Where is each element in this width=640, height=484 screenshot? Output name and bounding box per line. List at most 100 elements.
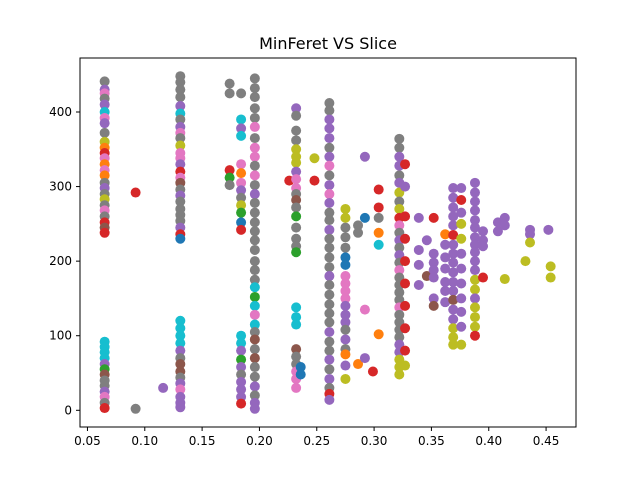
data-point bbox=[250, 217, 260, 227]
data-point bbox=[250, 282, 260, 292]
data-point bbox=[470, 302, 480, 312]
data-point bbox=[400, 234, 410, 244]
data-point bbox=[250, 189, 260, 199]
data-point bbox=[470, 284, 480, 294]
data-point bbox=[324, 152, 334, 162]
data-point bbox=[368, 367, 378, 377]
x-tick-label: 0.35 bbox=[418, 434, 445, 448]
data-point bbox=[175, 234, 185, 244]
data-point bbox=[291, 302, 301, 312]
data-point bbox=[250, 152, 260, 162]
data-point bbox=[250, 292, 260, 302]
data-point bbox=[324, 395, 334, 405]
data-point bbox=[250, 208, 260, 218]
data-point bbox=[429, 273, 439, 283]
data-point bbox=[456, 340, 466, 350]
data-point bbox=[324, 262, 334, 272]
data-point bbox=[324, 271, 334, 281]
data-point bbox=[324, 327, 334, 337]
data-point bbox=[456, 249, 466, 259]
y-tick-label: 0 bbox=[64, 403, 72, 417]
data-point bbox=[250, 301, 260, 311]
data-point bbox=[250, 381, 260, 391]
data-point bbox=[291, 111, 301, 121]
data-point bbox=[324, 106, 334, 116]
data-point bbox=[500, 220, 510, 230]
data-point bbox=[374, 185, 384, 195]
data-point bbox=[250, 404, 260, 414]
data-point bbox=[478, 226, 488, 236]
data-point bbox=[470, 188, 480, 198]
data-point bbox=[470, 265, 480, 275]
data-point bbox=[500, 274, 510, 284]
data-point bbox=[324, 308, 334, 318]
y-tick-label: 100 bbox=[49, 329, 72, 343]
data-point bbox=[250, 362, 260, 372]
data-point bbox=[470, 312, 480, 322]
data-point bbox=[360, 353, 370, 363]
data-point bbox=[250, 92, 260, 102]
data-point bbox=[324, 374, 334, 384]
data-point bbox=[478, 241, 488, 251]
data-point bbox=[324, 198, 334, 208]
data-point bbox=[448, 314, 458, 324]
data-point bbox=[400, 159, 410, 169]
data-point bbox=[309, 153, 319, 163]
data-point bbox=[291, 126, 301, 136]
data-point bbox=[324, 243, 334, 253]
data-point bbox=[250, 103, 260, 113]
data-point bbox=[456, 234, 466, 244]
data-point bbox=[374, 213, 384, 223]
data-point bbox=[250, 372, 260, 382]
data-point bbox=[236, 114, 246, 124]
data-point bbox=[324, 161, 334, 171]
data-point bbox=[470, 256, 480, 266]
data-point bbox=[360, 152, 370, 162]
data-point bbox=[340, 361, 350, 371]
data-point bbox=[324, 299, 334, 309]
data-point bbox=[250, 353, 260, 363]
data-point bbox=[456, 322, 466, 332]
data-point bbox=[456, 307, 466, 317]
data-point bbox=[456, 208, 466, 218]
data-point bbox=[236, 346, 246, 356]
data-point bbox=[448, 258, 458, 268]
data-point bbox=[225, 180, 235, 190]
data-point bbox=[340, 301, 350, 311]
data-point bbox=[456, 219, 466, 229]
data-point bbox=[236, 159, 246, 169]
data-point bbox=[100, 118, 110, 128]
data-point bbox=[291, 320, 301, 330]
data-point bbox=[470, 247, 480, 257]
data-point bbox=[250, 133, 260, 143]
data-point bbox=[250, 344, 260, 354]
data-point bbox=[374, 240, 384, 250]
data-point bbox=[250, 122, 260, 132]
data-point bbox=[470, 322, 480, 332]
data-point bbox=[291, 223, 301, 233]
data-point bbox=[360, 305, 370, 315]
data-point bbox=[400, 323, 410, 333]
data-point bbox=[456, 279, 466, 289]
data-point bbox=[525, 238, 535, 248]
data-point bbox=[400, 182, 410, 192]
data-point bbox=[340, 260, 350, 270]
x-tick-label: 0.05 bbox=[74, 434, 101, 448]
data-point bbox=[291, 135, 301, 145]
x-tick-label: 0.30 bbox=[361, 434, 388, 448]
data-point bbox=[340, 325, 350, 335]
y-tick-label: 200 bbox=[49, 254, 72, 268]
data-point bbox=[374, 202, 384, 212]
data-point bbox=[546, 273, 556, 283]
data-point bbox=[100, 128, 110, 138]
x-tick-label: 0.40 bbox=[475, 434, 502, 448]
data-point bbox=[175, 402, 185, 412]
data-point bbox=[324, 189, 334, 199]
data-point bbox=[340, 349, 350, 359]
data-point bbox=[456, 264, 466, 274]
data-point bbox=[324, 355, 334, 365]
data-point bbox=[456, 195, 466, 205]
y-tick-label: 300 bbox=[49, 180, 72, 194]
data-point bbox=[520, 256, 530, 266]
